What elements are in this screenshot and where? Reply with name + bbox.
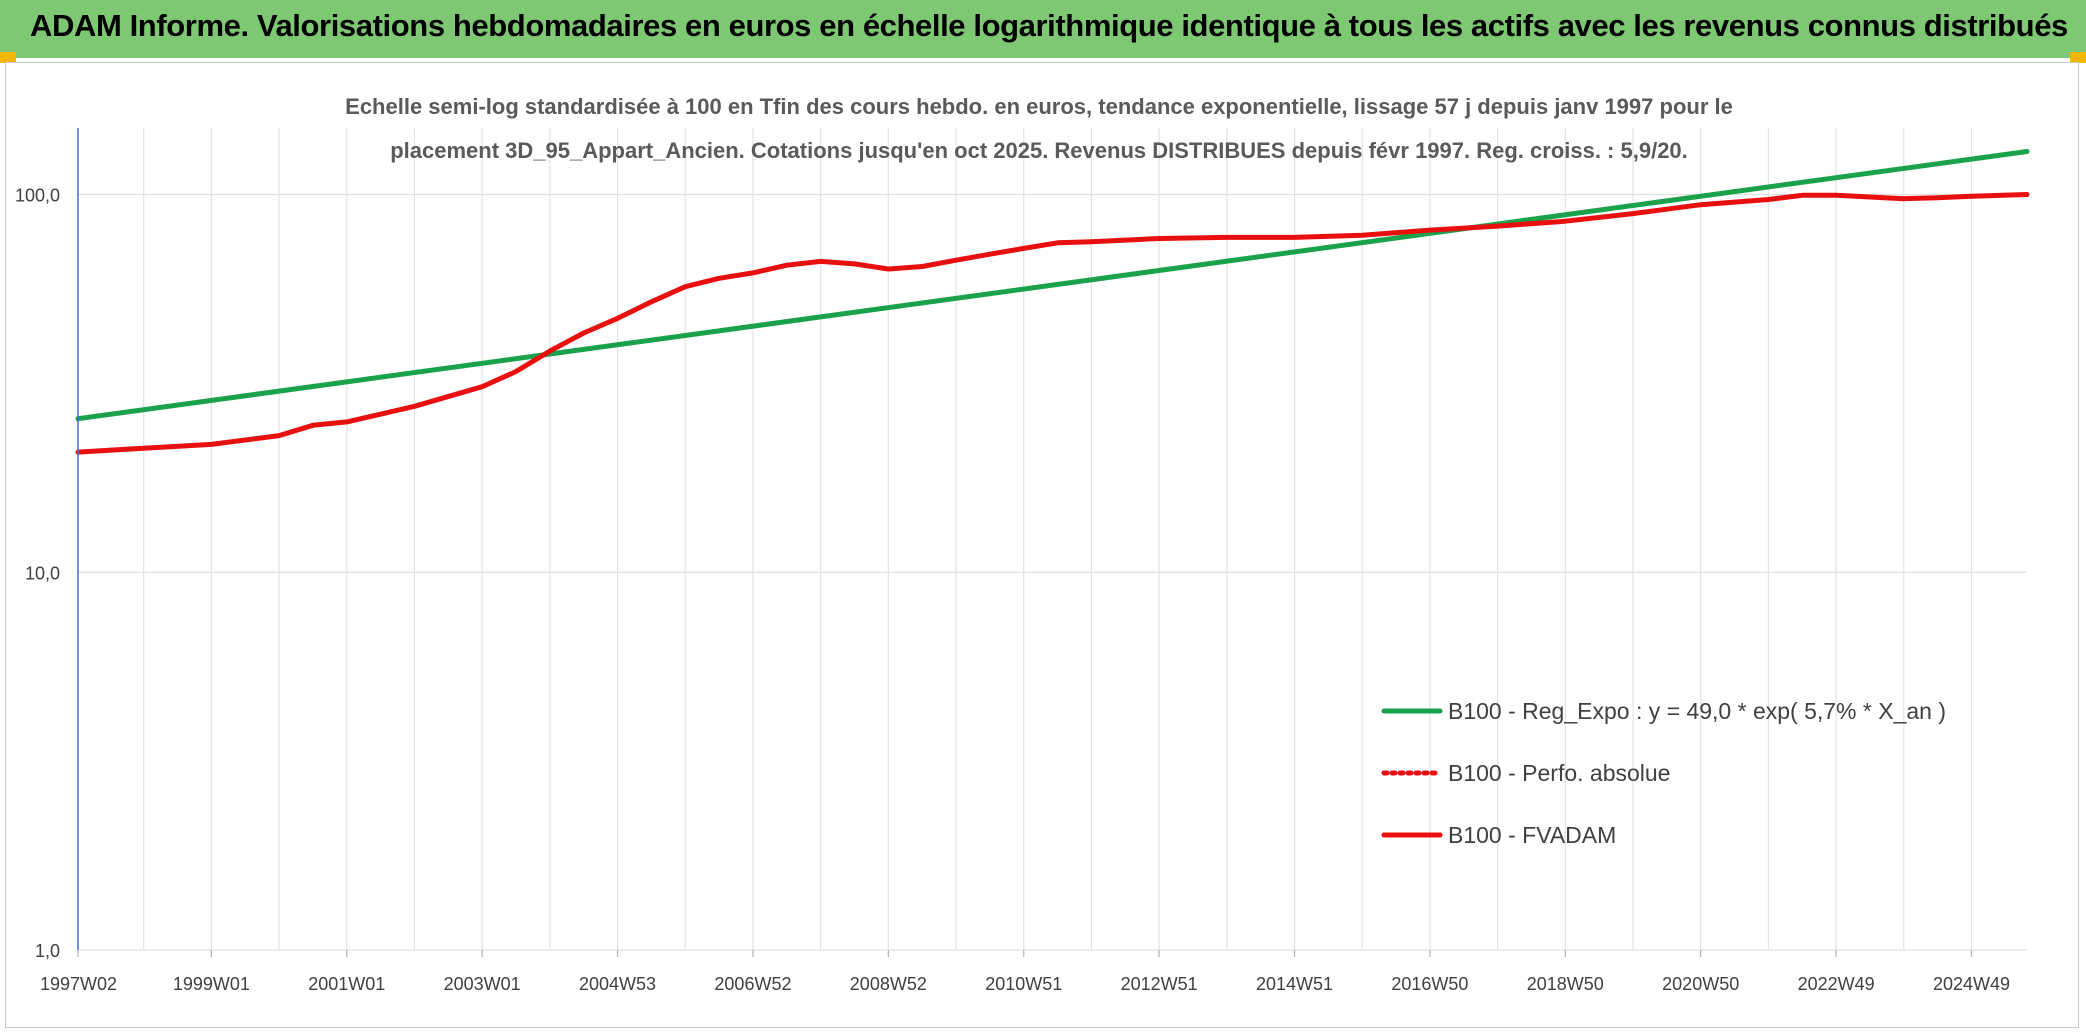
x-tick-label: 2010W51 [985,974,1062,994]
series-line [75,149,2030,422]
chart-title: Echelle semi-log standardisée à 100 en T… [345,94,1733,163]
x-tick-label: 2003W01 [444,974,521,994]
corner-accent-right [2070,52,2086,63]
x-tick-label: 1997W02 [40,974,117,994]
x-tick-label: 2014W51 [1256,974,1333,994]
series-line [75,192,2030,455]
axes: 1,0 10,0 100,0 1997W02 1999W01 2001W01 2003W01… [15,128,2010,994]
grid [78,128,2027,951]
x-tick-label: 2024W49 [1933,974,2010,994]
legend-label: B100 - Perfo. absolue [1448,760,1670,786]
legend-label: B100 - Reg_Expo : y = 49,0 * exp( 5,7% *… [1448,698,1946,724]
x-tick-label: 2001W01 [308,974,385,994]
report-title: ADAM Informe. Valorisations hebdomadaire… [30,8,2068,43]
chart-title-line: placement 3D_95_Appart_Ancien. Cotations… [390,138,1688,163]
x-tick-label: 2008W52 [850,974,927,994]
x-tick-label: 1999W01 [173,974,250,994]
x-tick-label: 2006W52 [714,974,791,994]
x-tick-label: 2018W50 [1527,974,1604,994]
chart-title-line: Echelle semi-log standardisée à 100 en T… [345,94,1733,119]
legend: B100 - Reg_Expo : y = 49,0 * exp( 5,7% *… [1381,698,1946,848]
x-tick-label: 2022W49 [1798,974,1875,994]
legend-label: B100 - FVADAM [1448,822,1616,848]
report-banner: ADAM Informe. Valorisations hebdomadaire… [0,0,2086,58]
x-tick-label: 2020W50 [1662,974,1739,994]
y-tick-label: 10,0 [25,563,60,583]
x-tick-label: 2012W51 [1121,974,1198,994]
x-tick-label: 2016W50 [1391,974,1468,994]
series-layer [75,149,2030,455]
y-tick-label: 100,0 [15,186,60,206]
chart-frame [5,62,2079,1028]
y-tick-label: 1,0 [35,941,60,961]
corner-accent-left [0,52,16,63]
x-tick-label: 2004W53 [579,974,656,994]
